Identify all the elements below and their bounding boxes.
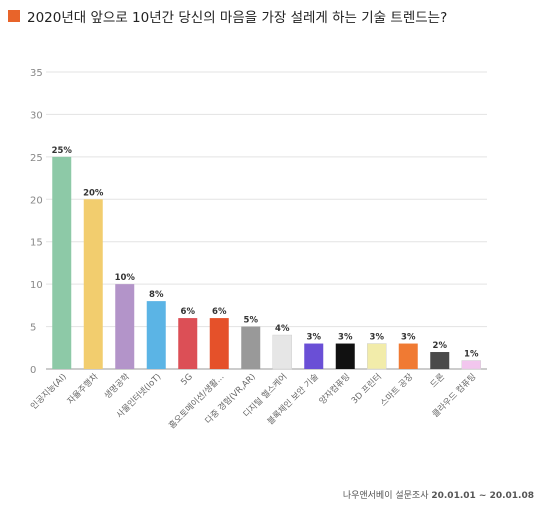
survey-period: 20.01.01 ~ 20.01.08 [431, 491, 534, 501]
title-marker-icon [8, 10, 20, 22]
source-label: 나우앤서베이 설문조사 [342, 491, 429, 501]
y-tick-label: 5 [30, 323, 36, 334]
data-label: 6% [181, 307, 196, 317]
y-tick-label: 35 [30, 68, 43, 79]
bar [178, 318, 198, 369]
bar [461, 360, 481, 370]
y-tick-label: 15 [30, 238, 43, 249]
chart-header: 2020년대 앞으로 10년간 당신의 마음을 가장 설레게 하는 기술 트렌드… [8, 6, 447, 26]
data-label: 5% [244, 316, 259, 326]
bar [209, 318, 229, 369]
bar [398, 343, 418, 369]
bar [241, 326, 261, 369]
data-label: 3% [401, 333, 416, 343]
data-label: 3% [338, 333, 353, 343]
source-footer: 나우앤서베이 설문조사 20.01.01 ~ 20.01.08 [343, 488, 534, 501]
chart-title: 2020년대 앞으로 10년간 당신의 마음을 가장 설레게 하는 기술 트렌드… [27, 10, 448, 26]
bar [367, 343, 387, 370]
bar [146, 301, 166, 369]
category-label: 자율주행차 [65, 371, 101, 407]
category-label: 양자컴퓨팅 [317, 371, 352, 406]
data-label: 10% [115, 273, 136, 283]
data-label: 6% [212, 307, 227, 317]
bar [304, 343, 324, 369]
category-label: 스마트 공장 [378, 371, 415, 408]
bar [430, 352, 450, 369]
data-label: 2% [433, 341, 448, 351]
data-label: 3% [370, 333, 385, 343]
category-label: 홈오토메이션/생활... [167, 371, 227, 431]
bar [83, 199, 103, 369]
category-label: 생명공학 [102, 371, 132, 401]
data-label: 20% [83, 188, 104, 198]
data-label: 1% [464, 350, 479, 360]
category-label: 인공지능(AI) [28, 371, 68, 411]
bar [52, 156, 72, 369]
category-label: 5G [179, 372, 195, 388]
data-label: 4% [275, 324, 290, 334]
y-tick-label: 20 [30, 195, 43, 206]
bar [272, 334, 292, 370]
y-tick-label: 10 [30, 280, 43, 291]
data-label: 3% [307, 333, 322, 343]
y-tick-label: 30 [30, 110, 43, 121]
bar [115, 284, 135, 369]
data-label: 8% [149, 290, 164, 300]
data-label: 25% [52, 146, 73, 156]
category-label: 드론 [429, 372, 447, 390]
y-tick-label: 0 [30, 365, 36, 376]
bar [335, 343, 355, 369]
y-tick-label: 25 [30, 153, 43, 164]
